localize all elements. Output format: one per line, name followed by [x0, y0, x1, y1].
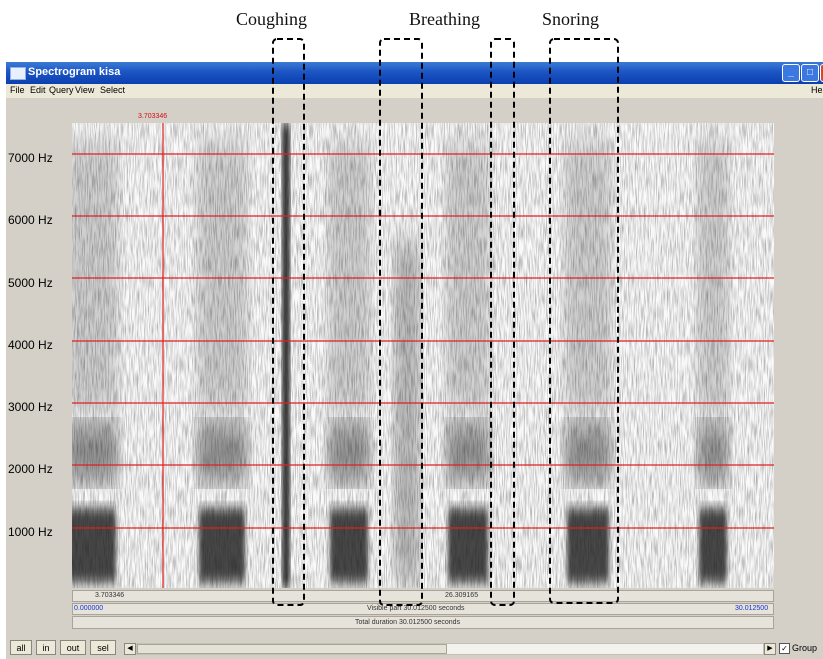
group-label: Group: [792, 643, 818, 653]
sound-event-4: [446, 143, 490, 583]
breathing-event: [394, 243, 420, 583]
app-icon: [10, 67, 26, 80]
scroll-right-arrow-icon[interactable]: ▶: [764, 643, 776, 655]
scroll-left-arrow-icon[interactable]: ◀: [124, 643, 136, 655]
cursor-time-row: 3.703346 26.309165: [72, 590, 774, 602]
sound-event-2: [197, 143, 247, 583]
scrollbar-thumb[interactable]: [137, 644, 447, 654]
y-label-1000: 1000 Hz: [8, 525, 53, 539]
visible-part-row[interactable]: 0.000000 Visible part 30.012500 seconds …: [72, 603, 774, 615]
sound-event-3: [328, 143, 370, 583]
cough-event: [282, 123, 290, 588]
spectrogram-window: Spectrogram kisa _ □ × File Edit Query V…: [6, 62, 823, 659]
cursor-time-bottom: 3.703346: [95, 592, 125, 599]
y-label-5000: 5000 Hz: [8, 276, 53, 290]
menu-edit[interactable]: Edit: [30, 85, 46, 95]
visible-end: 30.012500: [735, 605, 769, 612]
window-title: Spectrogram kisa: [28, 66, 121, 78]
y-label-2000: 2000 Hz: [8, 462, 53, 476]
zoom-in-button[interactable]: in: [36, 640, 56, 655]
close-button[interactable]: ×: [820, 64, 823, 82]
menu-view[interactable]: View: [75, 85, 95, 95]
visible-start: 0.000000: [74, 605, 104, 612]
y-label-6000: 6000 Hz: [8, 213, 53, 227]
total-duration-row[interactable]: Total duration 30.012500 seconds: [72, 616, 774, 629]
spectrogram-canvas: 3.703346 7000 Hz 6000 Hz 5000 Hz 4000 Hz…: [6, 98, 823, 631]
bottom-toolbar: all in out sel ◀ ▶ ✓ Group: [6, 637, 823, 659]
frequency-gridlines: [72, 153, 774, 529]
sound-event-6: [697, 143, 729, 583]
group-checkbox[interactable]: ✓: [779, 643, 790, 654]
sound-event-1: [72, 143, 118, 583]
menu-file[interactable]: File: [10, 85, 25, 95]
zoom-all-button[interactable]: all: [10, 640, 32, 655]
snoring-label: Snoring: [542, 9, 600, 29]
spectrogram-svg: [72, 123, 774, 588]
total-duration-text: Total duration 30.012500 seconds: [355, 619, 461, 626]
right-time: 26.309165: [445, 592, 479, 599]
maximize-button[interactable]: □: [801, 64, 819, 82]
menu-help[interactable]: He: [811, 85, 823, 95]
y-label-7000: 7000 Hz: [8, 151, 53, 165]
zoom-out-button[interactable]: out: [60, 640, 86, 655]
zoom-selection-button[interactable]: sel: [90, 640, 116, 655]
visible-part-text: Visible part 30.012500 seconds: [367, 605, 465, 612]
menu-query[interactable]: Query: [49, 85, 74, 95]
sound-event-5: [565, 143, 611, 583]
noise-texture: [72, 123, 774, 588]
y-label-3000: 3000 Hz: [8, 400, 53, 414]
minimize-button[interactable]: _: [782, 64, 800, 82]
spectrogram-plot[interactable]: [72, 123, 774, 588]
cursor-time-top: 3.703346: [138, 113, 168, 120]
menu-select[interactable]: Select: [100, 85, 126, 95]
coughing-label: Coughing: [236, 9, 308, 29]
title-bar[interactable]: Spectrogram kisa _ □ ×: [6, 62, 823, 84]
breathing-label: Breathing: [409, 9, 480, 29]
menu-bar: File Edit Query View Select He: [6, 84, 823, 99]
y-label-4000: 4000 Hz: [8, 338, 53, 352]
